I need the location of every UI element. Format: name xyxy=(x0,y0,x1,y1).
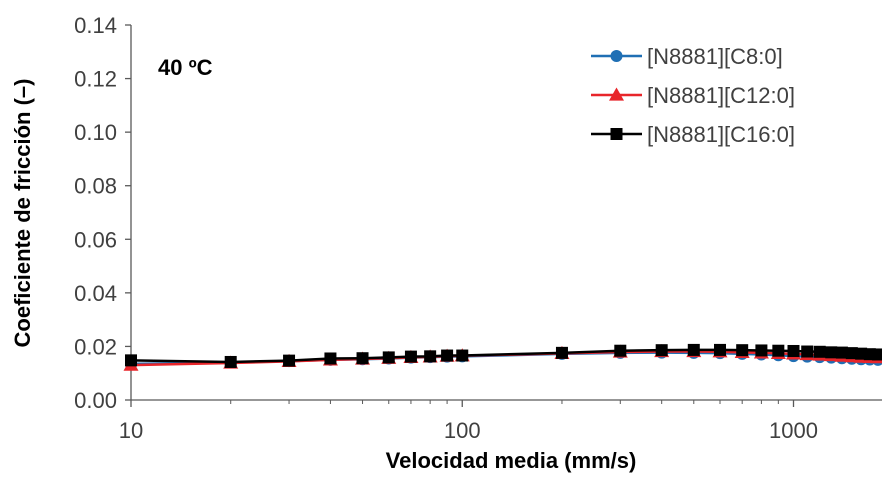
x-tick-label: 10 xyxy=(119,418,143,443)
data-point xyxy=(383,351,395,363)
data-point xyxy=(772,345,784,357)
data-point xyxy=(714,344,726,356)
data-point xyxy=(125,354,137,366)
data-point xyxy=(424,350,436,362)
legend-label: [N8881][C16:0] xyxy=(647,122,795,147)
legend-item: [N8881][C16:0] xyxy=(591,122,795,147)
data-point xyxy=(656,344,668,356)
legend: [N8881][C8:0] [N8881][C12:0] [N8881][C16:0… xyxy=(591,44,795,147)
legend-label: [N8881][C12:0] xyxy=(647,83,795,108)
y-tick-label: 0.06 xyxy=(74,227,117,252)
x-tick-label: 1000 xyxy=(769,418,818,443)
data-point xyxy=(736,344,748,356)
data-point xyxy=(225,356,237,368)
legend-swatch-marker xyxy=(611,50,623,62)
temperature-annotation: 40 ºC xyxy=(158,55,213,80)
legend-swatch-marker xyxy=(611,128,623,140)
x-axis-title: Velocidad media (mm/s) xyxy=(386,448,637,473)
data-point xyxy=(283,355,295,367)
data-point xyxy=(814,346,826,358)
y-tick-label: 0.12 xyxy=(74,67,117,92)
data-point xyxy=(357,352,369,364)
y-tick-label: 0.04 xyxy=(74,281,117,306)
data-point xyxy=(556,347,568,359)
y-axis-title: Coeficiente de fricción (–) xyxy=(10,79,35,348)
y-tick-label: 0.10 xyxy=(74,120,117,145)
legend-item: [N8881][C8:0] xyxy=(591,44,783,69)
x-tick-label: 100 xyxy=(444,418,481,443)
y-tick-label: 0.00 xyxy=(74,388,117,413)
legend-item: [N8881][C12:0] xyxy=(591,83,795,108)
data-point xyxy=(801,346,813,358)
y-tick-label: 0.02 xyxy=(74,334,117,359)
data-point xyxy=(614,345,626,357)
data-point xyxy=(405,351,417,363)
legend-label: [N8881][C8:0] xyxy=(647,44,783,69)
data-point xyxy=(872,348,882,360)
data-point xyxy=(787,345,799,357)
data-point xyxy=(324,352,336,364)
data-point xyxy=(456,350,468,362)
data-point xyxy=(825,346,837,358)
data-point xyxy=(441,350,453,362)
series-layer xyxy=(124,344,882,371)
data-point xyxy=(688,344,700,356)
y-tick-label: 0.14 xyxy=(74,13,117,38)
series-2 xyxy=(124,344,882,371)
data-point xyxy=(755,344,767,356)
y-tick-label: 0.08 xyxy=(74,174,117,199)
